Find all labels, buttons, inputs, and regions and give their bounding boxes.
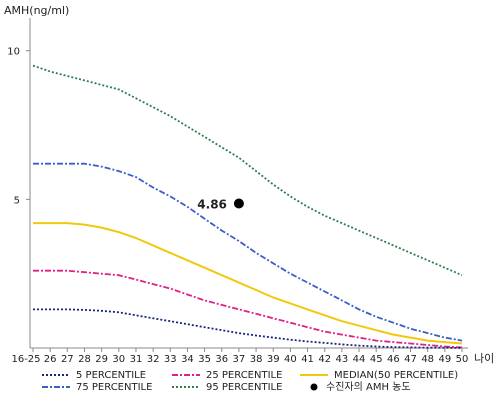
series-lines [32,64,463,349]
x-tick-label: 26 [44,354,57,365]
legend-swatch-patient-amh [310,383,318,391]
x-tick-label: 45 [370,354,383,365]
series-line-75-percentile [33,162,463,342]
y-ticks: 5 10 [7,47,30,206]
x-tick-label: 31 [130,354,143,365]
patient-amh-point [233,198,244,209]
legend-label-75-percentile: 75 PERCENTILE [76,382,152,393]
x-tick-label: 49 [438,354,451,365]
x-tick-label: 39 [267,354,280,365]
series-line-95-percentile [32,64,463,277]
y-tick-label: 10 [7,47,20,58]
x-tick-label: 36 [215,354,228,365]
x-tick-label: 32 [147,354,160,365]
x-tick-label: 38 [250,354,263,365]
x-tick-label: 35 [198,354,211,365]
data-points: 4.86 [197,198,244,212]
x-tick-label: 29 [95,354,108,365]
axes: AMH(ng/ml) 나이 [4,4,494,365]
x-tick-label: 33 [164,354,177,365]
x-tick-label: 34 [181,354,194,365]
x-axis-label: 나이 [474,352,494,365]
x-tick-label: 50 [456,354,469,365]
series-line-median-50-percentile [33,222,463,345]
x-tick-label: 28 [78,354,91,365]
legend-label-median-50-percentile: MEDIAN(50 PERCENTILE) [334,370,458,381]
x-tick-label: 37 [233,354,246,365]
x-tick-label: 44 [353,354,366,365]
legend-label-95-percentile: 95 PERCENTILE [206,382,282,393]
x-ticks: 16-25 26 27 28 29 30 31 32 33 34 35 36 37 38 39 40 41 42 4… [11,348,468,365]
series-line-5-percentile [33,308,463,349]
x-tick-label: 30 [112,354,125,365]
x-tick-label: 42 [318,354,331,365]
x-tick-label: 27 [61,354,74,365]
x-tick-label: 40 [284,354,297,365]
x-tick-label: 46 [387,354,400,365]
y-axis-label: AMH(ng/ml) [4,4,69,17]
legend: 5 PERCENTILE 25 PERCENTILE MEDIAN(50 PERCE… [42,370,458,393]
patient-amh-value-label: 4.86 [197,198,227,212]
series-line-25-percentile [33,269,463,349]
legend-label-5-percentile: 5 PERCENTILE [76,370,146,381]
legend-label-patient-amh: 수진자의 AMH 농도 [326,381,411,393]
legend-label-25-percentile: 25 PERCENTILE [206,370,282,381]
x-tick-label: 43 [336,354,349,365]
y-tick-label: 5 [14,195,20,206]
x-tick-label: 41 [301,354,314,365]
x-tick-label: 48 [421,354,434,365]
x-tick-label: 16-25 [11,354,40,365]
x-tick-label: 47 [404,354,417,365]
